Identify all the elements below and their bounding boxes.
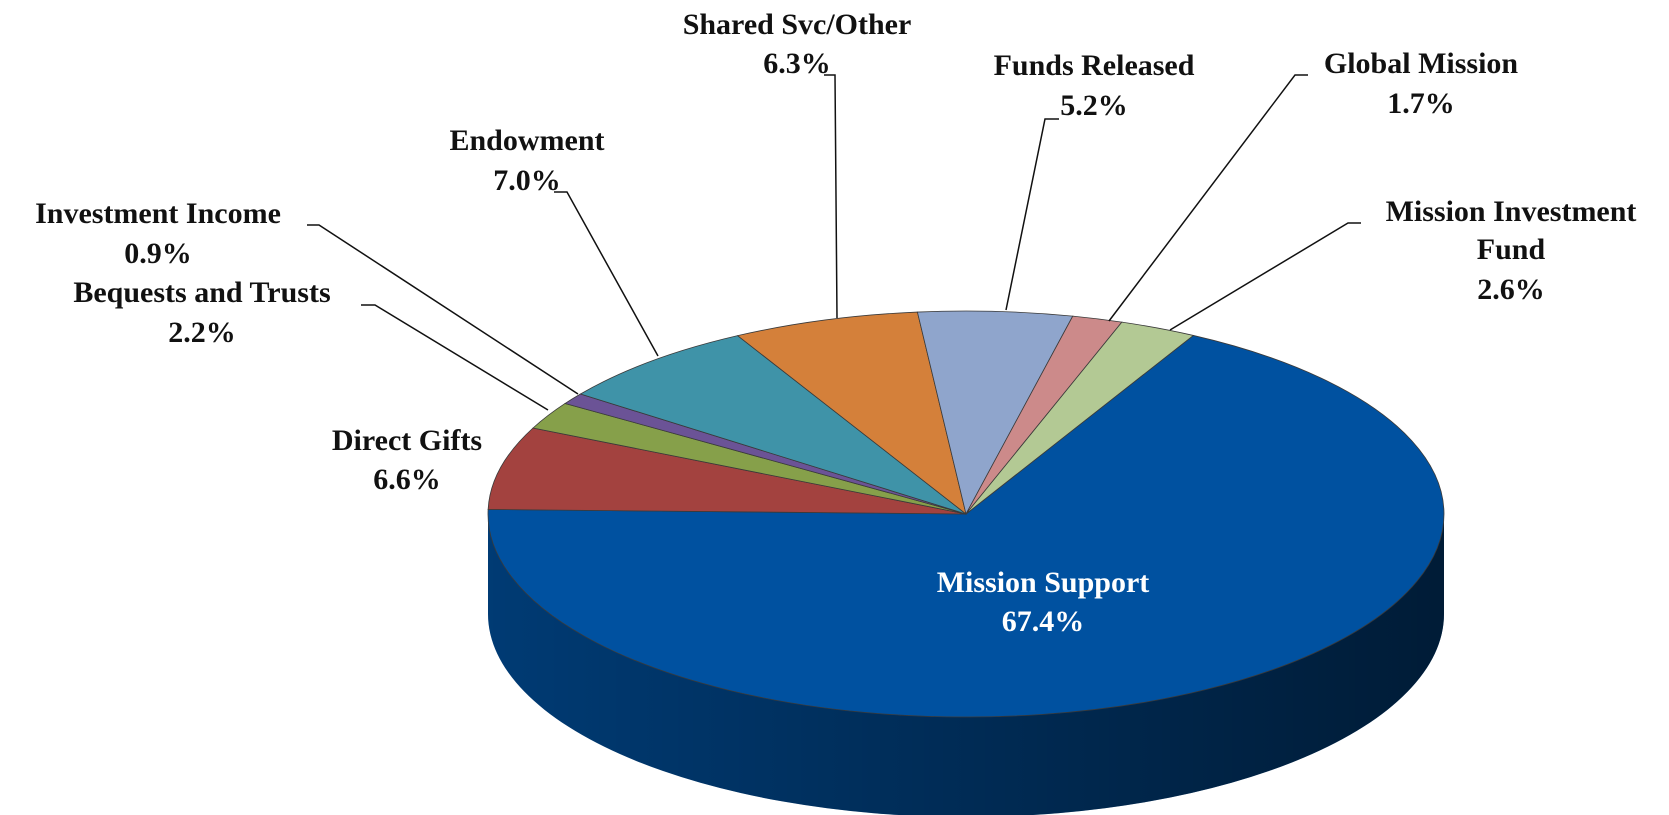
leader-line xyxy=(1108,74,1308,322)
slice-label: Mission Investment Fund xyxy=(1385,195,1637,266)
value-label: 67.4% xyxy=(1001,605,1085,638)
slice xyxy=(916,310,1074,516)
slice xyxy=(487,334,1445,718)
value-label: 6.3% xyxy=(763,47,831,80)
slice xyxy=(487,427,967,515)
value-label: 5.2% xyxy=(1060,89,1128,122)
value-label: 6.6% xyxy=(373,463,441,496)
leader-line xyxy=(554,191,659,357)
slice-label: Direct Gifts xyxy=(331,424,483,457)
slice xyxy=(579,335,967,515)
slice-label: Investment Income xyxy=(35,197,281,230)
value-label: 1.7% xyxy=(1387,87,1455,120)
slice-label: Endowment xyxy=(449,124,605,157)
slice-label: Mission Support xyxy=(936,566,1150,599)
slice-label: Bequests and Trusts xyxy=(73,276,331,309)
slice xyxy=(736,311,967,516)
value-label: 2.6% xyxy=(1477,273,1545,306)
value-label: 2.2% xyxy=(168,316,236,349)
slice-label: Global Mission xyxy=(1323,47,1519,80)
leader-line xyxy=(307,224,579,395)
leader-line xyxy=(361,304,549,411)
slice-label: Funds Released xyxy=(993,49,1195,82)
leader-line xyxy=(1005,118,1059,311)
slice-label: Shared Svc/Other xyxy=(682,8,912,41)
slice xyxy=(965,321,1195,515)
value-label: 0.9% xyxy=(124,237,192,270)
value-label: 7.0% xyxy=(493,164,561,197)
leader-line xyxy=(824,74,838,319)
leader-line xyxy=(1169,222,1361,331)
side-shade xyxy=(488,514,1444,815)
